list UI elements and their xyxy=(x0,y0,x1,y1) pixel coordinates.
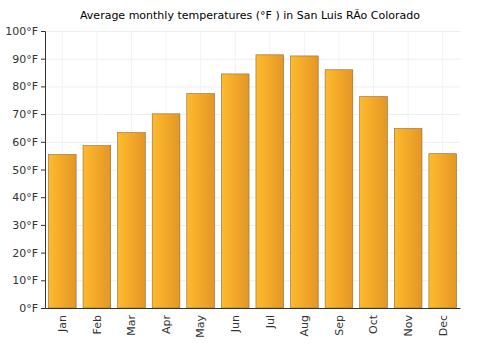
plot: 0°F 10°F 20°F 30°F 40°F 50°F 60°F 70°F 80°F 90°F 1… xyxy=(5,25,460,338)
y-tick: 50°F xyxy=(12,164,45,177)
y-tick-label: 20°F xyxy=(12,247,38,260)
y-tick-mark xyxy=(41,170,45,171)
y-tick-label: 60°F xyxy=(12,136,38,149)
y-tick-mark xyxy=(41,253,45,254)
y-tick-mark xyxy=(41,31,45,32)
x-tick-label: Nov xyxy=(402,315,415,337)
y-tick-label: 30°F xyxy=(12,219,38,232)
x-tick-label: Dec xyxy=(437,315,450,336)
bar xyxy=(256,55,284,308)
x-axis-line xyxy=(46,308,461,309)
y-tick-label: 70°F xyxy=(12,108,38,121)
y-tick-label: 90°F xyxy=(12,53,38,66)
title: Average monthly temperatures (°F ) in Sa… xyxy=(80,9,420,22)
bar xyxy=(291,56,319,308)
y-tick: 0°F xyxy=(19,302,45,315)
bar xyxy=(325,70,353,308)
y-tick-label: 80°F xyxy=(12,80,38,93)
y-tick-mark xyxy=(41,59,45,60)
x-tick-label: Jan xyxy=(56,315,69,333)
y-tick-mark xyxy=(41,114,45,115)
x-tick-label: Apr xyxy=(160,315,173,335)
x-tick: Jul xyxy=(264,308,277,329)
grid-line xyxy=(45,31,460,32)
x-tick-label: Oct xyxy=(367,314,380,334)
bars xyxy=(48,55,456,308)
x-tick: Dec xyxy=(437,308,450,336)
x-tick: Nov xyxy=(402,308,415,336)
x-tick: Aug xyxy=(298,308,311,336)
y-tick: 100°F xyxy=(5,25,45,38)
y-tick-label: 0°F xyxy=(19,302,38,315)
grid-line xyxy=(45,86,460,87)
y-tick-mark xyxy=(41,280,45,281)
x-tick-label: Feb xyxy=(91,315,104,334)
y-tick-mark xyxy=(41,308,45,309)
x-tick: Jan xyxy=(56,308,69,333)
x-tick-label: Sep xyxy=(333,315,346,336)
y-tick: 60°F xyxy=(12,136,45,149)
y-tick-mark xyxy=(41,86,45,87)
y-tick: 10°F xyxy=(12,274,45,287)
bar xyxy=(83,146,111,308)
y-tick-mark xyxy=(41,142,45,143)
x-tick: Apr xyxy=(160,308,173,334)
bar xyxy=(187,94,215,308)
y-tick: 90°F xyxy=(12,53,45,66)
x-axis: Jan Feb Mar Apr May Jun Jul Aug Sep Oct Nov Dec xyxy=(46,308,461,338)
y-tick: 80°F xyxy=(12,80,45,93)
y-axis: 0°F 10°F 20°F 30°F 40°F 50°F 60°F 70°F 80°F 90°F 1… xyxy=(5,25,45,315)
bar xyxy=(221,74,249,308)
x-tick: Mar xyxy=(125,308,138,336)
y-tick-label: 100°F xyxy=(5,25,38,38)
y-tick: 20°F xyxy=(12,247,45,260)
y-tick-label: 40°F xyxy=(12,191,38,204)
x-tick-label: May xyxy=(194,315,207,338)
y-axis-line xyxy=(41,32,46,309)
bar xyxy=(48,155,76,308)
x-tick: Sep xyxy=(333,308,346,336)
x-tick-label: Aug xyxy=(298,315,311,336)
y-tick-label: 10°F xyxy=(12,274,38,287)
x-tick-label: Jul xyxy=(264,315,277,329)
x-tick: Jun xyxy=(229,308,242,333)
bar xyxy=(360,97,388,308)
x-tick-label: Jun xyxy=(229,315,242,333)
y-tick: 70°F xyxy=(12,108,45,121)
y-tick-mark xyxy=(41,197,45,198)
x-tick: Feb xyxy=(91,308,104,334)
grid xyxy=(45,31,460,309)
y-tick: 30°F xyxy=(12,219,45,232)
x-tick-label: Mar xyxy=(125,315,138,336)
bar xyxy=(118,133,146,308)
x-tick: Oct xyxy=(367,308,380,334)
y-tick-mark xyxy=(41,225,45,226)
bar xyxy=(152,114,180,308)
y-tick: 40°F xyxy=(12,191,45,204)
grid-line xyxy=(45,308,460,309)
grid-line xyxy=(45,114,460,115)
y-tick-label: 50°F xyxy=(12,164,38,177)
chart: Average monthly temperatures (°F ) in Sa… xyxy=(0,0,500,350)
bar xyxy=(394,129,422,308)
x-tick: May xyxy=(194,308,207,338)
grid-line xyxy=(45,59,460,60)
bar xyxy=(429,154,457,308)
